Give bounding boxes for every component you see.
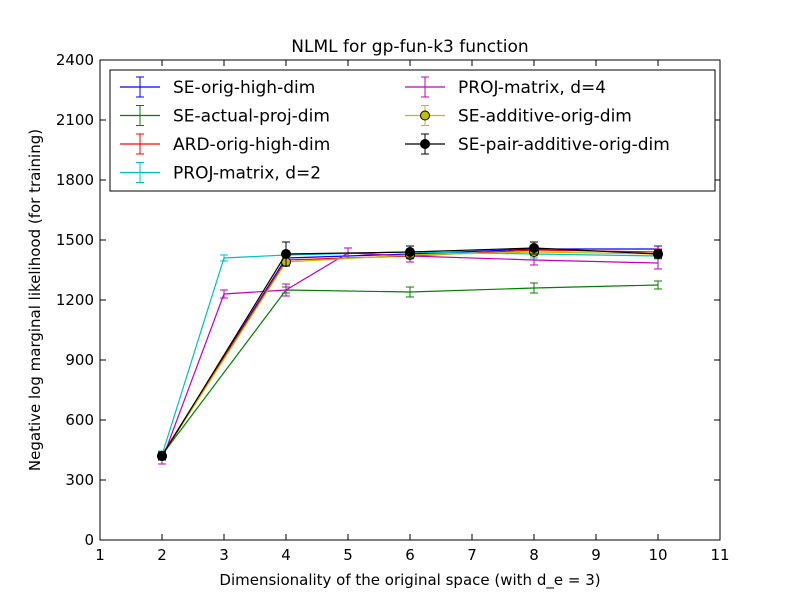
- y-tick-label: 1200: [56, 291, 94, 309]
- legend-label: PROJ-matrix, d=2: [173, 164, 321, 184]
- x-tick-label: 1: [95, 546, 105, 564]
- legend: SE-orig-high-dim SE-actual-proj-dim ARD-or…: [109, 69, 716, 192]
- x-tick-label: 10: [648, 546, 667, 564]
- series-layer: [157, 241, 663, 465]
- y-tick-label: 2100: [56, 111, 94, 129]
- legend-label: ARD-orig-high-dim: [173, 135, 330, 155]
- legend-label: SE-orig-high-dim: [173, 78, 315, 98]
- x-tick-label: 9: [591, 546, 601, 564]
- legend-item: SE-additive-orig-dim: [405, 105, 632, 127]
- y-tick-label: 1800: [56, 171, 94, 189]
- y-tick-label: 1500: [56, 231, 94, 249]
- legend-item: PROJ-matrix, d=2: [120, 162, 321, 184]
- y-tick-label: 0: [84, 531, 94, 549]
- legend-label: PROJ-matrix, d=4: [458, 78, 606, 98]
- y-tick-label: 600: [65, 411, 94, 429]
- legend-item: PROJ-matrix, d=4: [405, 76, 606, 98]
- series-5: [157, 247, 663, 461]
- legend-item: SE-actual-proj-dim: [120, 105, 330, 127]
- series-line: [161, 251, 659, 456]
- series-0: [158, 245, 662, 460]
- legend-swatch-marker: [420, 139, 430, 149]
- series-3: [158, 248, 662, 460]
- x-tick-label: 4: [281, 546, 291, 564]
- x-tick-label: 6: [405, 546, 415, 564]
- x-tick-label: 3: [219, 546, 229, 564]
- series-line: [161, 251, 659, 457]
- x-tick-label: 2: [157, 546, 167, 564]
- series-2: [158, 245, 662, 460]
- x-tick-label: 7: [467, 546, 477, 564]
- legend-swatch-marker: [420, 110, 430, 121]
- chart-title: NLML for gp-fun-k3 function: [291, 37, 528, 57]
- legend-item: SE-pair-additive-orig-dim: [405, 133, 670, 155]
- x-tick-label: 5: [343, 546, 353, 564]
- legend-label: SE-pair-additive-orig-dim: [458, 135, 670, 155]
- x-tick-label: 11: [710, 546, 729, 564]
- y-tick-label: 300: [65, 471, 94, 489]
- legend-box: [109, 69, 716, 192]
- ticks-layer: 1 2 3 4 5 6 7 8 9 10 11 0 300 600 900 1200 1500 1800 2100 2…: [56, 51, 730, 564]
- series-1: [158, 280, 662, 460]
- legend-item: ARD-orig-high-dim: [120, 133, 330, 155]
- data-point: [157, 451, 167, 461]
- series-line: [161, 247, 659, 457]
- series-line: [161, 249, 659, 456]
- data-point: [653, 249, 663, 259]
- y-tick-label: 900: [65, 351, 94, 369]
- data-point: [281, 249, 291, 259]
- series-line: [161, 248, 658, 456]
- y-axis-label: Negative log marginal likelihood (for tr…: [26, 129, 44, 471]
- legend-label: SE-actual-proj-dim: [173, 107, 330, 127]
- x-tick-label: 8: [529, 546, 539, 564]
- legend-label: SE-additive-orig-dim: [458, 107, 632, 127]
- series-6: [157, 241, 663, 461]
- x-axis-label: Dimensionality of the original space (wi…: [219, 571, 600, 590]
- legend-item: SE-orig-high-dim: [120, 76, 315, 98]
- series-4: [158, 247, 662, 465]
- y-tick-label: 2400: [56, 51, 94, 69]
- data-point: [529, 243, 539, 253]
- data-point: [405, 247, 415, 257]
- series-line: [161, 284, 659, 456]
